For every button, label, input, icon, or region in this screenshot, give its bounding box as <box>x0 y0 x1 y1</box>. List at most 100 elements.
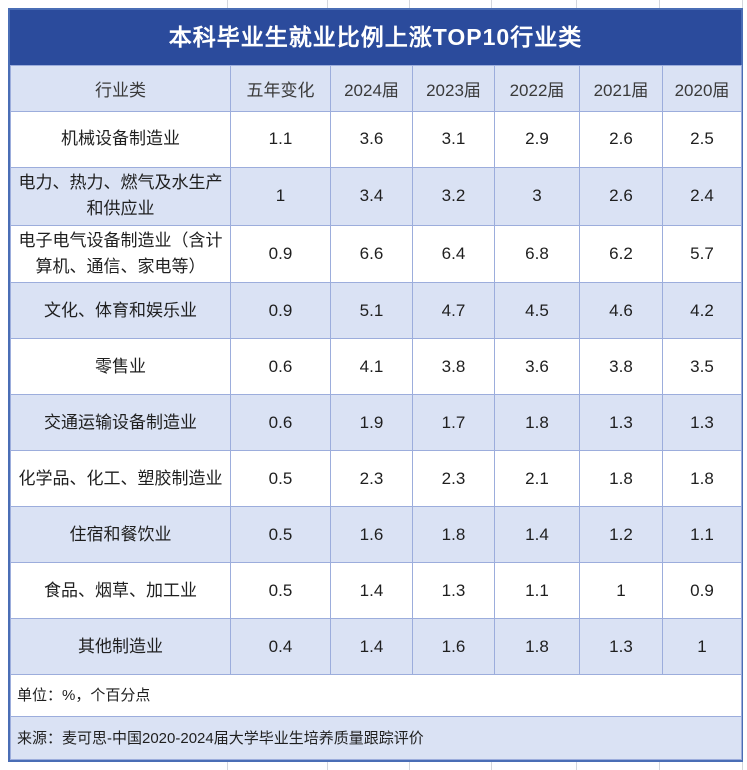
value-cell: 1.2 <box>579 506 663 564</box>
column-header: 五年变化 <box>230 65 331 112</box>
table-row: 住宿和餐饮业 0.5 1.6 1.8 1.4 1.2 1.1 <box>10 506 742 564</box>
value-cell: 0.5 <box>230 506 331 564</box>
gridline-cell <box>328 762 410 770</box>
industry-cell: 机械设备制造业 <box>10 111 231 168</box>
value-cell: 1 <box>230 167 331 226</box>
value-cell: 0.5 <box>230 450 331 508</box>
value-cell: 2.9 <box>494 111 580 168</box>
value-cell: 2.3 <box>330 450 413 508</box>
value-cell: 1.4 <box>494 506 580 564</box>
table-row-source-note: 来源：麦可思-中国2020-2024届大学毕业生培养质量跟踪评价 <box>10 716 742 761</box>
gridline-cell <box>328 0 410 8</box>
column-header: 2021届 <box>579 65 663 112</box>
value-cell: 3.6 <box>330 111 413 168</box>
column-header: 2023届 <box>412 65 495 112</box>
value-cell: 0.6 <box>230 338 331 396</box>
industry-cell: 食品、烟草、加工业 <box>10 562 231 620</box>
value-cell: 3.2 <box>412 167 495 226</box>
value-cell: 1.7 <box>412 394 495 452</box>
value-cell: 1.1 <box>230 111 331 168</box>
value-cell: 1.4 <box>330 562 413 620</box>
value-cell: 2.4 <box>662 167 742 226</box>
value-cell: 3 <box>494 167 580 226</box>
gridline-cell <box>410 0 492 8</box>
table-row: 机械设备制造业 1.1 3.6 3.1 2.9 2.6 2.5 <box>10 111 742 168</box>
value-cell: 3.5 <box>662 338 742 396</box>
industry-cell: 其他制造业 <box>10 618 231 676</box>
industry-cell: 零售业 <box>10 338 231 396</box>
industry-cell: 电子电气设备制造业（含计算机、通信、家电等） <box>10 224 231 284</box>
table-row: 电子电气设备制造业（含计算机、通信、家电等） 0.9 6.6 6.4 6.8 6.2 5.7 <box>10 224 742 284</box>
value-cell: 1.3 <box>579 394 663 452</box>
gridline-cell <box>577 762 660 770</box>
gridline-cell <box>743 0 747 8</box>
employment-ratio-table: 行业类 五年变化 2024届 2023届 2022届 2021届 2020届 机械设备制造业… <box>10 65 742 761</box>
table-row: 文化、体育和娱乐业 0.9 5.1 4.7 4.5 4.6 4.2 <box>10 282 742 340</box>
value-cell: 1 <box>579 562 663 620</box>
gridline-cell <box>492 762 577 770</box>
value-cell: 1.8 <box>494 394 580 452</box>
unit-note: 单位：%，个百分点 <box>10 674 742 718</box>
spreadsheet-gridline-strip-bottom <box>0 762 747 770</box>
value-cell: 1 <box>662 618 742 676</box>
value-cell: 6.4 <box>412 224 495 284</box>
table-row: 电力、热力、燃气及水生产和供应业 1 3.4 3.2 3 2.6 2.4 <box>10 167 742 226</box>
column-header: 2024届 <box>330 65 413 112</box>
value-cell: 3.4 <box>330 167 413 226</box>
gridline-cell <box>660 762 743 770</box>
table-row: 食品、烟草、加工业 0.5 1.4 1.3 1.1 1 0.9 <box>10 562 742 620</box>
value-cell: 4.2 <box>662 282 742 340</box>
value-cell: 4.7 <box>412 282 495 340</box>
value-cell: 2.1 <box>494 450 580 508</box>
value-cell: 2.5 <box>662 111 742 168</box>
table-row: 交通运输设备制造业 0.6 1.9 1.7 1.8 1.3 1.3 <box>10 394 742 452</box>
industry-cell: 住宿和餐饮业 <box>10 506 231 564</box>
source-note: 来源：麦可思-中国2020-2024届大学毕业生培养质量跟踪评价 <box>10 716 742 761</box>
value-cell: 1.3 <box>662 394 742 452</box>
value-cell: 0.5 <box>230 562 331 620</box>
table-row: 其他制造业 0.4 1.4 1.6 1.8 1.3 1 <box>10 618 742 676</box>
value-cell: 1.6 <box>330 506 413 564</box>
value-cell: 1.1 <box>494 562 580 620</box>
spreadsheet-gridline-strip-top <box>0 0 747 8</box>
value-cell: 1.8 <box>412 506 495 564</box>
column-header: 行业类 <box>10 65 231 112</box>
value-cell: 1.9 <box>330 394 413 452</box>
value-cell: 1.8 <box>494 618 580 676</box>
gridline-cell <box>660 0 743 8</box>
value-cell: 6.8 <box>494 224 580 284</box>
industry-cell: 文化、体育和娱乐业 <box>10 282 231 340</box>
gridline-cell <box>0 0 228 8</box>
value-cell: 6.2 <box>579 224 663 284</box>
industry-cell: 化学品、化工、塑胶制造业 <box>10 450 231 508</box>
value-cell: 3.6 <box>494 338 580 396</box>
data-table-container: 本科毕业生就业比例上涨TOP10行业类 行业类 五年变化 2024届 2023届 202… <box>8 8 743 763</box>
value-cell: 4.6 <box>579 282 663 340</box>
value-cell: 1.8 <box>579 450 663 508</box>
value-cell: 5.1 <box>330 282 413 340</box>
value-cell: 2.6 <box>579 111 663 168</box>
value-cell: 1.3 <box>412 562 495 620</box>
table-row-unit-note: 单位：%，个百分点 <box>10 674 742 718</box>
gridline-cell <box>577 0 660 8</box>
gridline-cell <box>410 762 492 770</box>
table-row: 化学品、化工、塑胶制造业 0.5 2.3 2.3 2.1 1.8 1.8 <box>10 450 742 508</box>
value-cell: 0.6 <box>230 394 331 452</box>
gridline-cell <box>492 0 577 8</box>
table-row: 零售业 0.6 4.1 3.8 3.6 3.8 3.5 <box>10 338 742 396</box>
value-cell: 1.6 <box>412 618 495 676</box>
industry-cell: 电力、热力、燃气及水生产和供应业 <box>10 167 231 226</box>
value-cell: 6.6 <box>330 224 413 284</box>
value-cell: 0.9 <box>662 562 742 620</box>
table-title: 本科毕业生就业比例上涨TOP10行业类 <box>10 10 741 65</box>
value-cell: 0.4 <box>230 618 331 676</box>
value-cell: 0.9 <box>230 224 331 284</box>
gridline-cell <box>743 762 747 770</box>
gridline-cell <box>228 0 328 8</box>
value-cell: 1.4 <box>330 618 413 676</box>
value-cell: 3.8 <box>579 338 663 396</box>
value-cell: 2.6 <box>579 167 663 226</box>
gridline-cell <box>0 762 228 770</box>
value-cell: 1.3 <box>579 618 663 676</box>
gridline-cell <box>228 762 328 770</box>
